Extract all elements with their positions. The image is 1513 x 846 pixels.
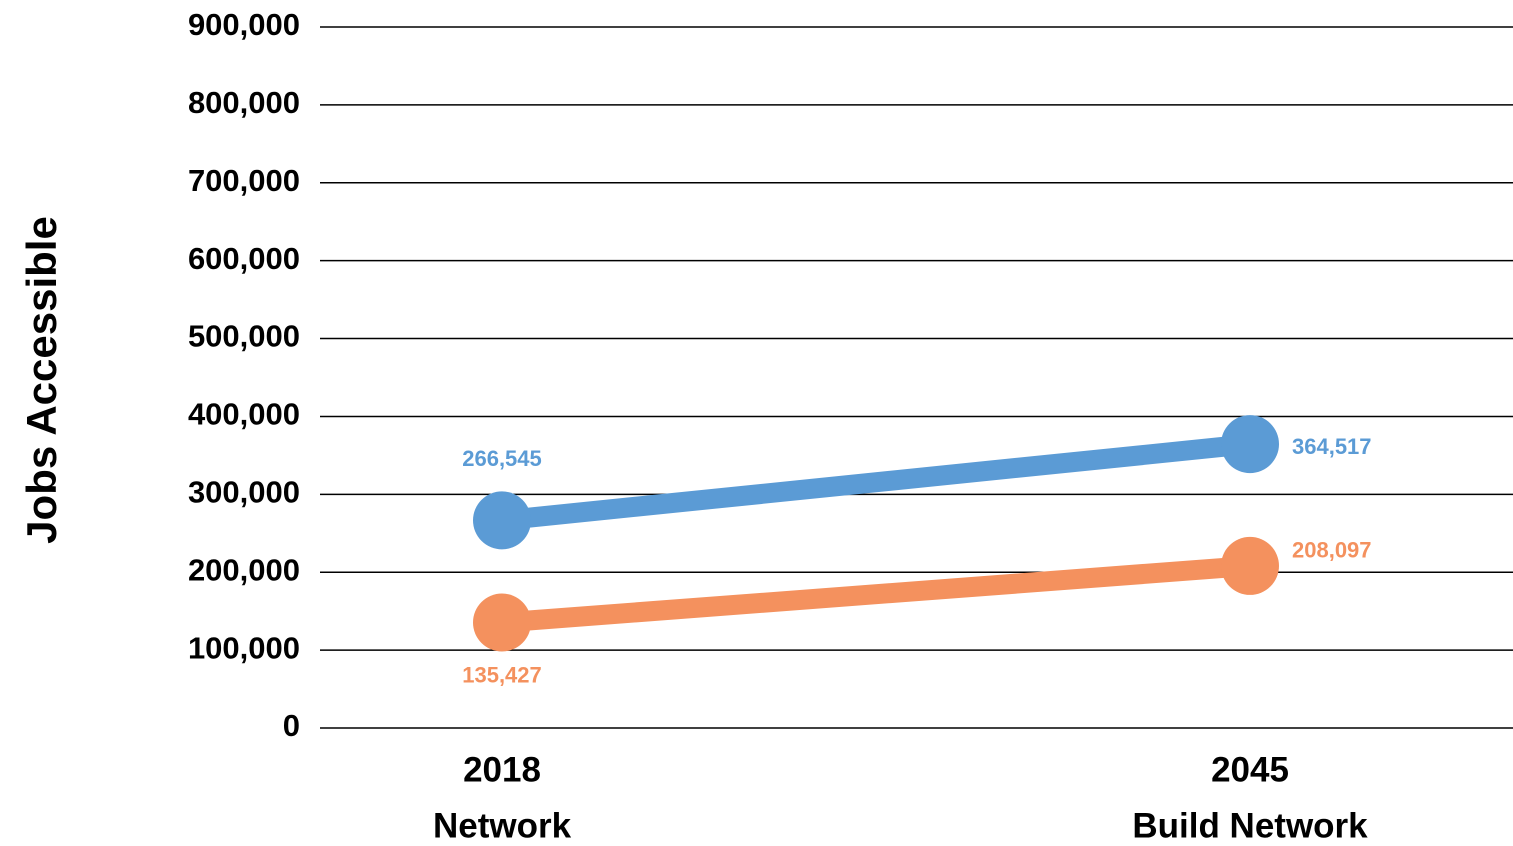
data-label: 266,545 [462, 446, 542, 471]
series-line [501, 555, 1251, 633]
y-tick-label: 300,000 [188, 475, 300, 510]
x-tick-label: Build Network [1132, 806, 1368, 845]
data-point [473, 491, 531, 550]
data-label: 208,097 [1292, 538, 1372, 563]
data-point [1221, 536, 1279, 595]
series-line [500, 434, 1252, 531]
y-axis-title: Jobs Accessible [18, 216, 65, 544]
y-tick-label: 200,000 [188, 552, 300, 587]
y-tick-label: 700,000 [188, 163, 300, 198]
data-point [473, 593, 531, 652]
y-tick-label: 500,000 [188, 319, 300, 354]
y-tick-label: 400,000 [188, 397, 300, 432]
data-label: 135,427 [462, 662, 542, 687]
y-tick-label: 900,000 [188, 7, 300, 42]
y-tick-label: 800,000 [188, 85, 300, 120]
x-tick-label: 2018 [463, 750, 541, 789]
y-tick-label: 0 [283, 708, 300, 743]
x-tick-label: 2045 [1211, 750, 1289, 789]
x-tick-label: Network [433, 806, 572, 845]
y-tick-label: 600,000 [188, 241, 300, 276]
data-point [1221, 415, 1279, 474]
data-label: 364,517 [1292, 434, 1372, 459]
y-tick-label: 100,000 [188, 630, 300, 665]
